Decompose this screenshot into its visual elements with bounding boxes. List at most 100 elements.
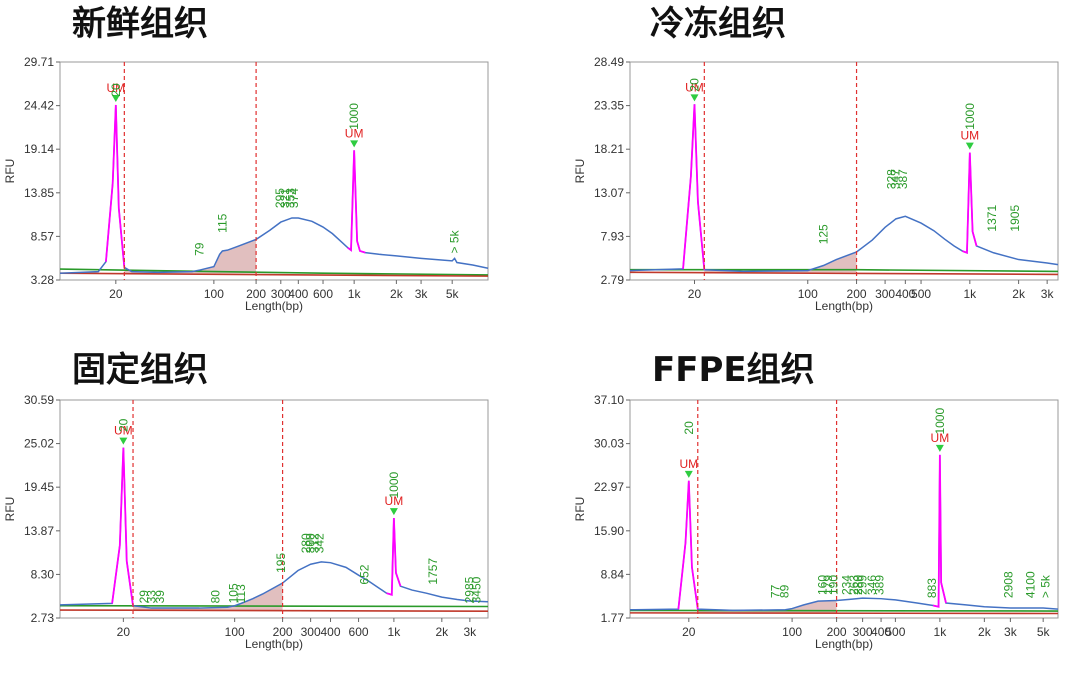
marker-label: UM [385, 494, 404, 508]
baseline-line [59, 604, 489, 608]
peak-label: 105 [226, 583, 240, 603]
marker-label: UM [960, 129, 979, 143]
x-tick-label: 2k [390, 287, 404, 301]
y-tick-label: 30.59 [24, 393, 54, 407]
x-tick-label: 3k [415, 287, 429, 301]
peak-label: 280 [299, 533, 313, 553]
y-axis-label: RFU [3, 159, 17, 184]
x-tick-label: 300 [853, 625, 873, 639]
panel-title-fresh: 新鲜组织 [72, 4, 208, 44]
peak-label: 321 [278, 188, 292, 208]
y-tick-label: 13.85 [24, 186, 54, 200]
peak-label: 1371 [985, 205, 999, 232]
x-tick-label: 100 [782, 625, 802, 639]
y-tick-label: 22.97 [594, 480, 624, 494]
x-tick-label: 1k [348, 287, 362, 301]
peak-label: 389 [872, 575, 886, 595]
baseline-line [59, 609, 489, 612]
peak-label: 280 [851, 575, 865, 595]
x-axis-label: Length(bp) [815, 299, 873, 313]
y-axis-label: RFU [573, 497, 587, 522]
x-tick-label: 20 [117, 625, 131, 639]
peak-label: 39 [153, 590, 167, 604]
plot-frame [59, 61, 489, 281]
x-tick-label: 3k [464, 625, 478, 639]
peak-label: 190 [826, 575, 840, 595]
x-tick-label: 500 [911, 287, 931, 301]
y-tick-label: 25.02 [24, 437, 54, 451]
x-tick-label: 5k [446, 287, 460, 301]
peak-label: 374 [287, 188, 301, 208]
fragment-region-fill [697, 600, 837, 613]
peak-label: 1000 [933, 408, 947, 435]
marker-peak-line [682, 104, 706, 270]
y-tick-label: 2.79 [601, 273, 625, 287]
peak-label: 2985 [463, 576, 477, 603]
electropherogram-frozen: 28.49 23.35 18.21 13.07 7.93 2.79 RFU 20 100 200 3… [573, 55, 1059, 313]
marker-arrow-icon [111, 94, 120, 102]
panel-title-ffpe: FFPE组织 [652, 350, 815, 390]
y-tick-label: 30.03 [594, 437, 624, 451]
x-tick-label: 200 [273, 625, 293, 639]
electropherogram-ffpe: 37.10 30.03 22.97 15.90 8.84 1.77 RFU 20 100 200 3… [573, 393, 1059, 651]
marker-peak-line [386, 518, 402, 596]
y-tick-label: 19.14 [24, 142, 54, 156]
x-tick-label: 100 [225, 625, 245, 639]
plot-frame [59, 399, 489, 619]
peak-label: 263 [847, 575, 861, 595]
y-tick-label: 28.49 [594, 55, 624, 69]
x-tick-label: 20 [682, 625, 696, 639]
marker-label: UM [679, 457, 698, 471]
electropherogram-fixed: 30.59 25.02 19.45 13.87 8.30 2.73 RFU 20 100 200 3… [3, 393, 489, 651]
marker-peak-line [347, 150, 366, 254]
peak-label: 29 [137, 590, 151, 604]
plot-frame [629, 399, 1059, 619]
marker-label: UM [114, 424, 133, 438]
y-tick-label: 23.35 [594, 99, 624, 113]
x-tick-label: 400 [871, 625, 891, 639]
x-tick-label: 2k [435, 625, 449, 639]
marker-label: UM [685, 80, 704, 94]
peak-label: 79 [193, 242, 207, 256]
marker-arrow-icon [690, 94, 699, 102]
peak-label: 883 [925, 578, 939, 598]
peak-label: 195 [274, 553, 288, 573]
baseline-line [629, 612, 1059, 615]
peak-label: 20 [682, 421, 696, 435]
marker-peak-line [105, 104, 126, 268]
x-tick-label: 400 [288, 287, 308, 301]
marker-peak-line [111, 447, 134, 606]
peak-label: 20 [116, 418, 130, 432]
x-tick-label: 1k [388, 625, 402, 639]
fragment-region-fill [124, 239, 257, 274]
peak-label: 20 [687, 78, 701, 92]
peak-label: 113 [234, 584, 248, 603]
marker-label: UM [931, 431, 950, 445]
plot-frame [629, 61, 1059, 281]
y-tick-label: 18.21 [594, 142, 624, 156]
peak-label: 234 [840, 575, 854, 595]
peak-label: 3450 [469, 576, 483, 603]
y-tick-label: 1.77 [601, 611, 625, 625]
y-tick-label: 29.71 [24, 55, 54, 69]
y-tick-label: 8.30 [31, 567, 55, 581]
marker-label: UM [345, 126, 364, 140]
marker-arrow-icon [935, 444, 944, 452]
marker-arrow-icon [350, 140, 359, 148]
marker-peak-line [962, 152, 978, 255]
peak-label: 652 [357, 564, 371, 584]
panel-title-fixed: 固定组织 [72, 350, 208, 390]
peak-label: > 5k [1039, 574, 1053, 598]
peak-label: 77 [768, 584, 782, 598]
y-axis-label: RFU [573, 159, 587, 184]
peak-label: 125 [816, 224, 830, 244]
peak-label: > 5k [448, 229, 462, 253]
fragment-region-fill [133, 583, 283, 611]
x-tick-label: 100 [204, 287, 224, 301]
peak-label: 346 [865, 575, 879, 595]
y-tick-label: 8.84 [601, 567, 625, 581]
x-tick-label: 200 [847, 287, 867, 301]
y-tick-label: 15.90 [594, 524, 624, 538]
peak-label: 353 [284, 188, 298, 208]
x-axis-label: Length(bp) [245, 299, 303, 313]
